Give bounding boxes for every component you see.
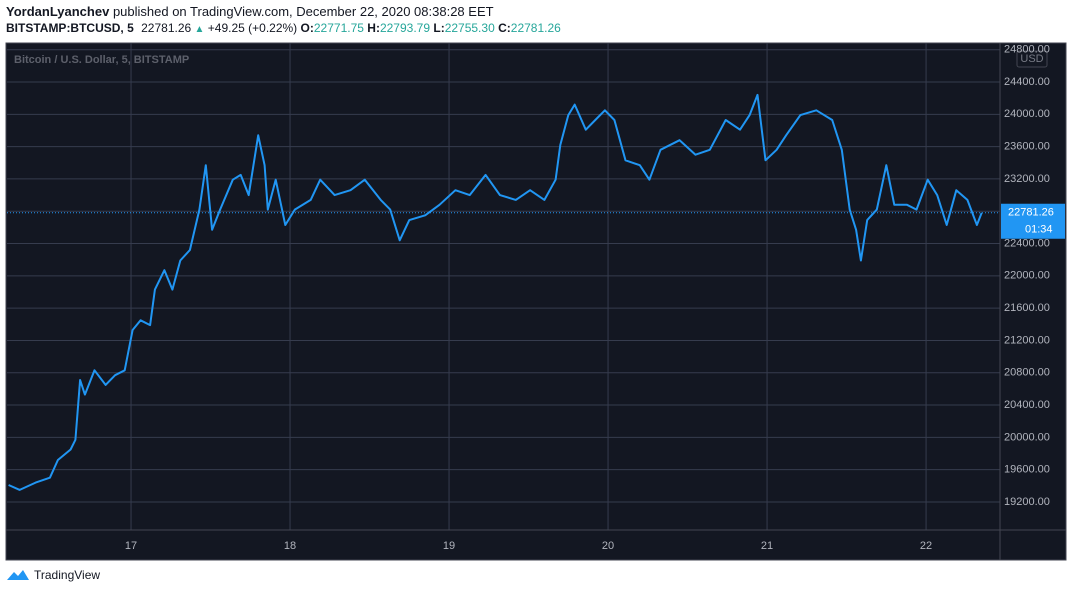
last: 22781.26: [141, 21, 192, 35]
x-tick-label: 22: [920, 540, 932, 552]
last-price-label: 22781.26: [1008, 207, 1054, 219]
logo: [7, 570, 29, 580]
price-line: [8, 93, 983, 491]
x-tick-label: 17: [125, 540, 137, 552]
countdown: 01:34: [1025, 224, 1053, 236]
x-tick-label: 19: [443, 540, 455, 552]
y-tick-label: 20400.00: [1004, 399, 1050, 411]
open: 22771.75: [313, 21, 364, 35]
close-label: C:: [498, 21, 511, 35]
currency-box: [1016, 50, 1048, 68]
y-tick-label: 20800.00: [1004, 367, 1050, 379]
symbol-line: BITSTAMP:BTCUSD, 5 22781.26 ▲ +49.25 (+0…: [6, 21, 561, 35]
x-tick-label: 21: [761, 540, 773, 552]
footer: TradingView: [6, 568, 100, 582]
publish-line: YordanLyanchev published on TradingView.…: [6, 4, 494, 19]
x-tick-label: 18: [284, 540, 296, 552]
y-tick-label: 22400.00: [1004, 237, 1050, 249]
legend-entry: Bitcoin / U.S. Dollar, 5, BITSTAMP: [14, 54, 189, 66]
currency: USD: [1020, 53, 1043, 65]
high: 22793.79: [379, 21, 431, 35]
y-tick-label: 19600.00: [1004, 464, 1050, 476]
symbol: BITSTAMP:BTCUSD, 5: [6, 21, 134, 35]
high-label: H:: [367, 21, 380, 35]
y-tick-label: 20000.00: [1004, 431, 1050, 443]
published: published on TradingView.com, December 2…: [112, 4, 494, 19]
open-label: O:: [300, 21, 314, 35]
up-arrow: ▲: [194, 24, 205, 35]
y-tick-label: 24000.00: [1004, 108, 1050, 120]
y-tick-label: 19200.00: [1004, 496, 1050, 508]
low-label: L:: [433, 21, 445, 35]
last-price-box: [1001, 203, 1065, 239]
change: +49.25 (+0.22%): [207, 21, 298, 35]
y-tick-label: 24800.00: [1004, 44, 1050, 56]
close: 22781.26: [510, 21, 561, 35]
brand: TradingView: [34, 568, 101, 582]
x-tick-label: 20: [602, 540, 614, 552]
y-tick-label: 23600.00: [1004, 141, 1050, 153]
chart-background: [5, 42, 1067, 561]
y-tick-label: 23200.00: [1004, 173, 1050, 185]
y-tick-label: 21200.00: [1004, 334, 1050, 346]
y-tick-label: 22000.00: [1004, 270, 1050, 282]
low: 22755.30: [444, 21, 495, 35]
y-tick-label: 21600.00: [1004, 302, 1050, 314]
y-tick-label: 24400.00: [1004, 76, 1050, 88]
author: YordanLyanchev: [6, 4, 110, 19]
